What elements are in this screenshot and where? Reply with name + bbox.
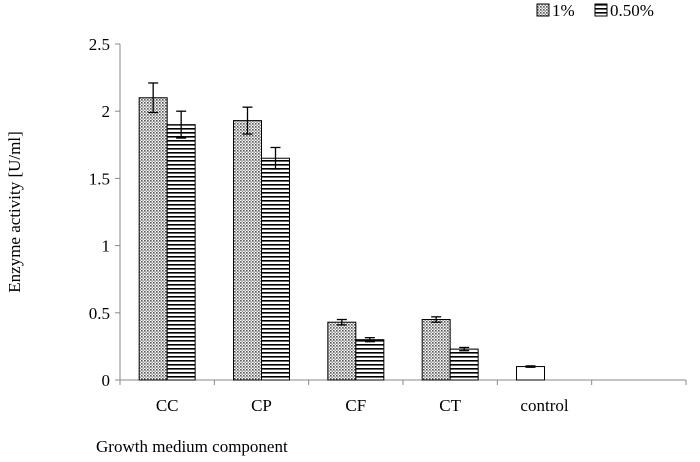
bar-cf-series-2 [355,339,385,381]
x-axis-title: Growth medium component [96,437,288,456]
bar-ct-series-1 [421,319,451,381]
y-ticks: 0 0.5 1 1.5 2 2.5 [89,35,120,390]
y-tick-label: 2.5 [89,35,110,54]
y-tick-label: 1.5 [89,169,110,188]
y-tick-label: 0.5 [89,304,110,323]
y-tick-label: 2 [102,102,111,121]
y-tick-label: 0 [102,371,111,390]
legend-swatch-050pct [594,3,608,17]
legend-label-1pct: 1% [552,1,575,20]
error-bars [148,82,536,368]
x-tick-label: CF [345,396,366,415]
legend: 1% 0.50% [536,1,654,20]
x-ticks: CC CP CF CT control [119,380,687,415]
bar-cf-series-1 [327,321,357,381]
bar-cc-series-1 [138,97,168,381]
bar-cp-series-2 [261,157,290,381]
y-tick-label: 1 [102,237,111,256]
bar-control [516,366,545,381]
legend-label-050pct: 0.50% [610,1,654,20]
legend-swatch-1pct [536,3,550,17]
bar-cc-series-2 [166,124,196,381]
x-tick-label: control [520,396,568,415]
bars [138,97,545,381]
x-tick-label: CT [439,396,461,415]
bar-ct-series-2 [449,348,479,381]
x-tick-label: CC [156,396,179,415]
bar-cp-series-1 [233,120,262,381]
y-axis-title: Enzyme activity [U/ml] [5,131,24,292]
x-tick-label: CP [251,396,272,415]
